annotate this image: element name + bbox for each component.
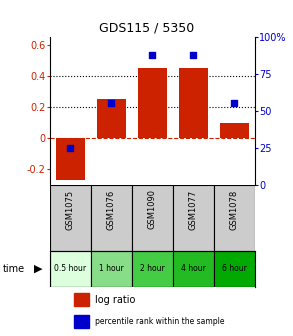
Text: 1 hour: 1 hour (99, 264, 124, 273)
Text: 6 hour: 6 hour (222, 264, 247, 273)
Point (68, 145, 73, 151)
Text: GSM1078: GSM1078 (230, 190, 239, 229)
Point (232, 101, 237, 106)
Text: percentile rank within the sample: percentile rank within the sample (95, 317, 224, 326)
Text: 4 hour: 4 hour (181, 264, 206, 273)
Bar (74, 293, 89, 306)
Bar (74, 315, 89, 328)
Text: GSM1077: GSM1077 (189, 190, 198, 229)
Point (191, 52, 196, 57)
Bar (91, 185, 132, 251)
Text: GSM1075: GSM1075 (66, 190, 75, 229)
Bar (220, 123, 249, 138)
Text: GDS115 / 5350: GDS115 / 5350 (99, 22, 194, 35)
Bar (132, 251, 173, 287)
Bar (56, 138, 85, 180)
Bar (132, 185, 173, 251)
Bar (50, 251, 91, 287)
Bar (214, 185, 255, 251)
Bar (179, 68, 208, 138)
Bar (173, 185, 214, 251)
Text: ▶: ▶ (34, 263, 42, 274)
Bar (138, 68, 167, 138)
Text: 2 hour: 2 hour (140, 264, 165, 273)
Bar (91, 251, 132, 287)
Text: GSM1090: GSM1090 (148, 190, 157, 229)
Bar (50, 185, 91, 251)
Bar (214, 251, 255, 287)
Text: log ratio: log ratio (95, 295, 135, 304)
Bar (173, 251, 214, 287)
Point (109, 101, 114, 106)
Text: time: time (3, 263, 25, 274)
Text: GSM1076: GSM1076 (107, 190, 116, 229)
Bar (97, 99, 126, 138)
Point (150, 52, 155, 57)
Text: 0.5 hour: 0.5 hour (54, 264, 86, 273)
